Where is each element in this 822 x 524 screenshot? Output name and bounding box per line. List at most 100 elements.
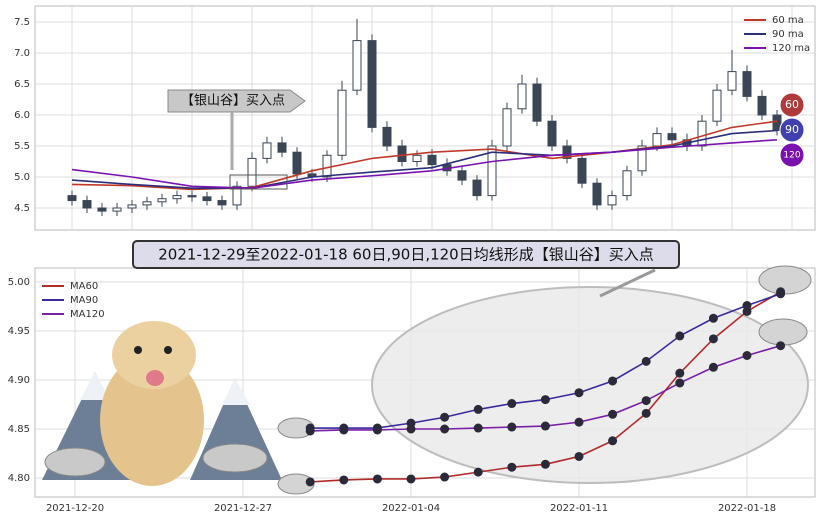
candle-body (712, 89, 722, 122)
point (675, 378, 685, 388)
ma-badge-label: 120 (783, 151, 800, 161)
dog (100, 354, 204, 486)
legend-label: MA120 (70, 309, 105, 320)
point (372, 474, 382, 484)
y-tick-label: 4.85 (8, 424, 30, 435)
ma-badge-label: 60 (785, 98, 799, 111)
point (473, 404, 483, 414)
ma-badge (779, 117, 805, 143)
annotation-region (229, 174, 288, 190)
silver-ingot (758, 318, 808, 346)
candle-body (202, 196, 212, 202)
point (406, 474, 416, 484)
candle-body (472, 179, 482, 197)
silver-ingot (44, 447, 106, 477)
candle-body (82, 200, 92, 209)
candle-body (232, 185, 242, 206)
silver-ingot (202, 443, 268, 473)
dog-eye (164, 346, 172, 354)
candle-body (742, 71, 752, 97)
point (641, 408, 651, 418)
candle-body (247, 157, 257, 187)
candle-body (487, 145, 497, 197)
candle-body (517, 83, 527, 110)
ma-badge (779, 142, 805, 168)
point (641, 396, 651, 406)
snow (222, 378, 250, 405)
point (507, 422, 517, 432)
y-tick-label: 7.0 (14, 48, 30, 59)
ma-badge (779, 92, 805, 118)
annotation-box (167, 89, 306, 113)
candle-body (652, 133, 662, 147)
point (540, 395, 550, 405)
point (507, 399, 517, 409)
point (742, 301, 752, 311)
legend-label: 90 ma (772, 29, 804, 40)
ma-badge-label: 90 (785, 123, 799, 136)
x-tick-label: 2022-01-04 (382, 503, 440, 514)
point (406, 424, 416, 434)
point (675, 368, 685, 378)
decoration (42, 265, 812, 495)
dog-eye (134, 346, 142, 354)
point (574, 417, 584, 427)
snow (80, 372, 110, 400)
y-tick-label: 4.90 (8, 375, 30, 386)
candle-body (382, 126, 392, 147)
point (440, 424, 450, 434)
candle-body (112, 207, 122, 212)
candle-body (577, 157, 587, 184)
candle-body (97, 207, 107, 212)
point (473, 423, 483, 433)
point (574, 451, 584, 461)
point (305, 477, 315, 487)
x-tick-label: 2021-12-20 (46, 503, 104, 514)
candle-body (67, 195, 77, 202)
x-tick-label: 2022-01-18 (718, 503, 776, 514)
candle-body (592, 182, 602, 206)
pointer-arrow (599, 268, 656, 298)
candle-body (337, 89, 347, 156)
point (440, 472, 450, 482)
banner (132, 240, 680, 269)
point (742, 351, 752, 360)
point (507, 462, 517, 472)
candle-body (637, 145, 647, 172)
point (708, 334, 718, 344)
ma-line (71, 129, 778, 189)
candle-body (262, 142, 272, 159)
candle-body (157, 198, 167, 203)
point (776, 289, 786, 299)
candle-body (547, 120, 557, 147)
legend-label: 120 ma (772, 43, 810, 54)
candle-body (277, 142, 287, 153)
ma-line (71, 139, 778, 189)
point (608, 376, 618, 386)
y-tick-label: 7.5 (14, 17, 30, 28)
y-tick-label: 4.80 (8, 473, 30, 484)
candle-body (457, 170, 467, 181)
point (540, 459, 550, 469)
candle-body (367, 40, 377, 128)
point (574, 388, 584, 398)
highlight-ellipse (371, 286, 809, 484)
legend-label: 60 ma (772, 15, 804, 26)
candle-body (427, 154, 437, 166)
point (708, 313, 718, 323)
y-tick-label: 4.95 (8, 326, 30, 337)
candle-body (607, 195, 617, 206)
candle-body (532, 83, 542, 122)
silver-ingot (758, 265, 812, 295)
point (372, 425, 382, 435)
point (339, 425, 349, 435)
candle-body (697, 120, 707, 147)
candle-body (127, 204, 137, 209)
candle-body (217, 200, 227, 206)
point (608, 409, 618, 419)
candle-body (142, 201, 152, 206)
candle-body (622, 170, 632, 197)
dog-head (112, 321, 196, 389)
y-tick-label: 5.5 (14, 141, 30, 152)
